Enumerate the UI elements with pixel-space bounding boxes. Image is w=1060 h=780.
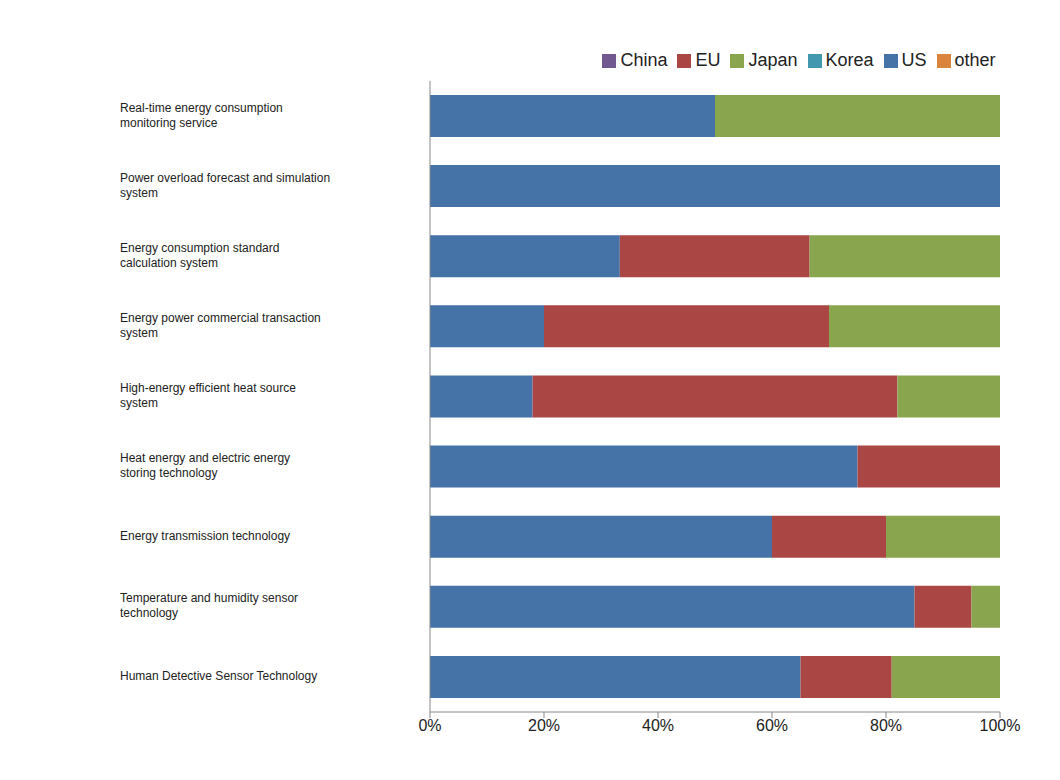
- svg-text:80%: 80%: [870, 717, 902, 734]
- svg-text:Energy power commercial transa: Energy power commercial transactionsyste…: [120, 311, 321, 340]
- svg-text:100%: 100%: [980, 717, 1021, 734]
- svg-text:60%: 60%: [756, 717, 788, 734]
- html-text:Japan: Japan: [748, 50, 798, 70]
- svg-text:High-energy efficient heat sou: High-energy efficient heat sourcesystem: [120, 381, 296, 410]
- svg-text:Human Detective Sensor Technol: Human Detective Sensor Technology: [120, 669, 317, 683]
- svg-text:Energy transmission technology: Energy transmission technology: [120, 529, 290, 543]
- svg-text:40%: 40%: [642, 717, 674, 734]
- svg-text:Heat energy and electric energ: Heat energy and electric energystoring t…: [120, 451, 290, 480]
- svg-text:Temperature and humidity senso: Temperature and humidity sensortechnolog…: [120, 592, 298, 621]
- svg-text:20%: 20%: [528, 717, 560, 734]
- html-text:EU: EU: [695, 50, 721, 70]
- svg-text:0%: 0%: [418, 717, 441, 734]
- svg-text:Energy consumption standardcal: Energy consumption standardcalculation s…: [120, 241, 279, 270]
- html-text:Korea: Korea: [825, 50, 874, 70]
- html-text:US: US: [901, 50, 927, 70]
- html-text:China: China: [620, 50, 668, 70]
- svg-text:Real-time energy consumptionmo: Real-time energy consumptionmonitoring s…: [120, 101, 283, 130]
- html-text:other: other: [954, 50, 996, 70]
- svg-text:Power overload forecast and si: Power overload forecast and simulationsy…: [120, 171, 330, 200]
